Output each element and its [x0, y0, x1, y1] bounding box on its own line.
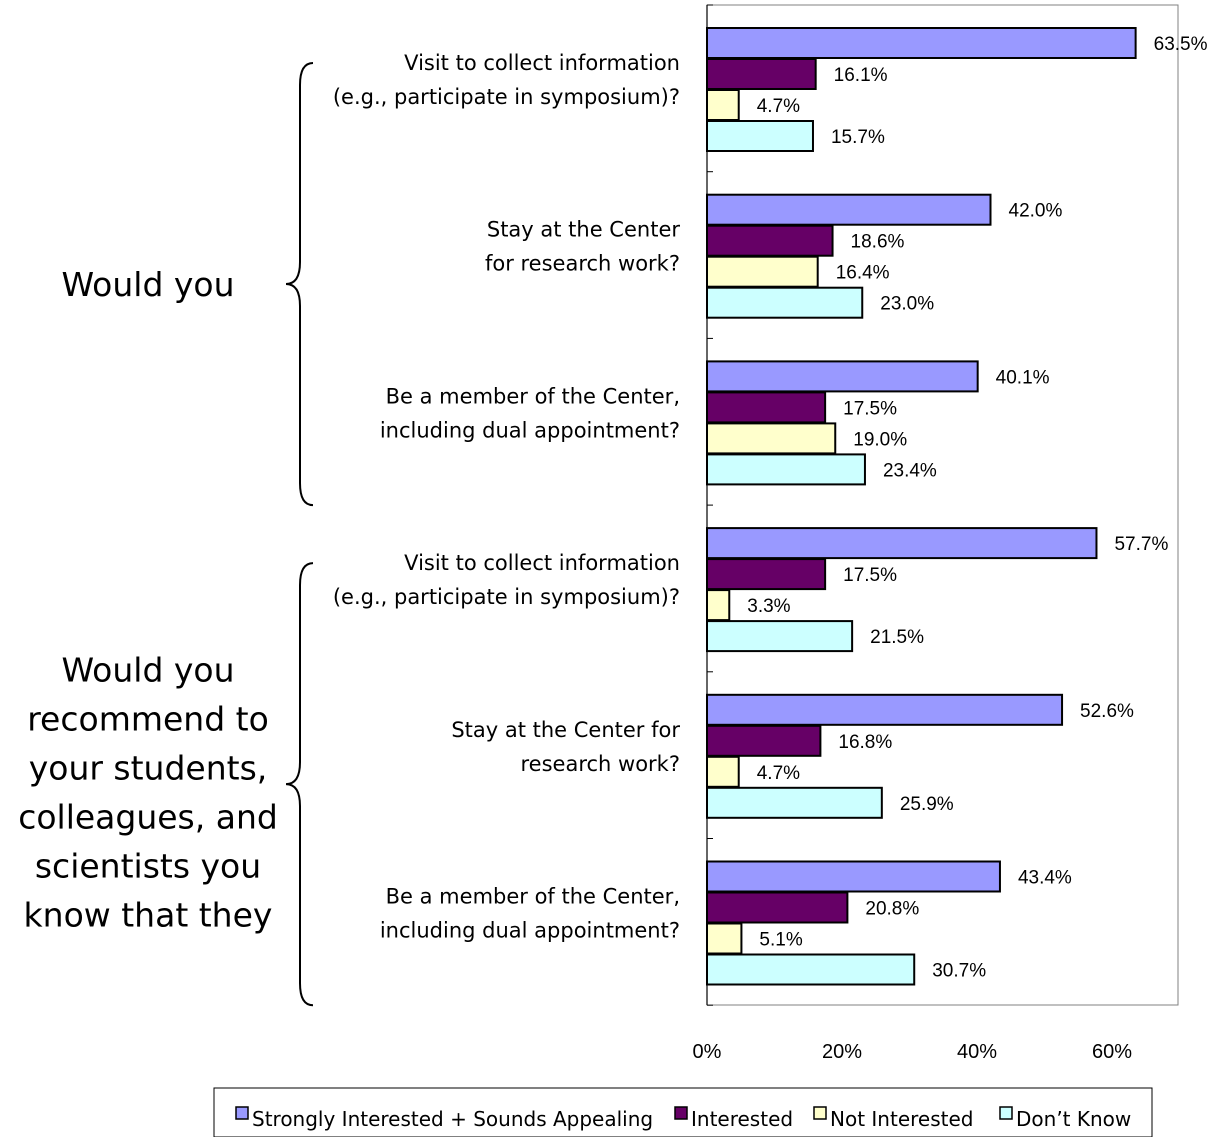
x-tick-label-0: 0% [693, 1041, 722, 1063]
category-label-6: including dual appointment? [380, 919, 680, 943]
plot-area [706, 4, 1179, 1006]
legend-swatch-interested [674, 1106, 688, 1120]
data-label-not-interested-1: 4.7% [757, 96, 800, 117]
category-label-3: including dual appointment? [380, 418, 680, 442]
legend-swatch-not-interested [813, 1106, 827, 1120]
data-label-interested-1: 16.1% [834, 65, 888, 86]
legend-label-don-t-know: Don’t Know [1016, 1107, 1131, 1131]
bar-don-t-know-4 [706, 620, 854, 653]
legend-label-not-interested: Not Interested [830, 1107, 973, 1131]
bars [706, 27, 1137, 986]
data-labels: 63.5% 16.1% 4.7% 15.7% 42.0% 18.6% 16.4% 23.0% 4… [747, 34, 1207, 982]
bar-not-interested-5 [706, 755, 740, 788]
bar-interested-1 [706, 58, 817, 90]
group-labels: Would you Would you recommend to your stude… [18, 265, 278, 935]
bar-strongly-interested-sounds-appealing-5 [706, 693, 1064, 726]
bar-interested-5 [706, 724, 822, 757]
bar-interested-3 [706, 391, 827, 424]
bar-don-t-know-3 [706, 453, 866, 486]
bar-strongly-interested-sounds-appealing-1 [706, 27, 1137, 59]
data-label-strongly-interested-sounds-appealing-5: 52.6% [1080, 701, 1134, 722]
data-label-strongly-interested-sounds-appealing-2: 42.0% [1009, 201, 1063, 222]
data-label-interested-4: 17.5% [843, 565, 897, 586]
data-label-interested-2: 18.6% [851, 232, 905, 253]
group-label-2: scientists you [35, 847, 261, 886]
x-axis-tick-labels: 0% 20% 40% 60% [693, 1041, 1133, 1063]
category-label-4: (e.g., participate in symposium)? [333, 585, 680, 609]
legend-swatch-don-t-know [999, 1106, 1013, 1120]
bar-don-t-know-5 [706, 786, 883, 819]
data-label-strongly-interested-sounds-appealing-4: 57.7% [1114, 534, 1168, 555]
plot-frame [706, 4, 1179, 1006]
group-label-2: your students, [29, 749, 268, 788]
data-label-don-t-know-5: 25.9% [900, 794, 954, 815]
bar-interested-2 [706, 224, 834, 257]
category-label-6: Be a member of the Center, [386, 885, 680, 909]
data-label-interested-3: 17.5% [843, 398, 897, 419]
data-label-don-t-know-3: 23.4% [883, 460, 937, 481]
bar-not-interested-3 [706, 422, 837, 455]
legend-swatch-strongly-interested-sounds-appealing [235, 1106, 249, 1120]
group-braces [285, 62, 314, 1007]
legend-label-interested: Interested [691, 1107, 793, 1131]
category-label-4: Visit to collect information [404, 551, 680, 575]
category-label-5: Stay at the Center for [451, 718, 680, 742]
category-label-3: Be a member of the Center, [386, 384, 680, 408]
bar-don-t-know-6 [706, 953, 916, 986]
data-label-strongly-interested-sounds-appealing-6: 43.4% [1018, 868, 1072, 889]
bar-strongly-interested-sounds-appealing-6 [706, 860, 1001, 893]
data-label-strongly-interested-sounds-appealing-3: 40.1% [996, 367, 1050, 388]
category-label-1: (e.g., participate in symposium)? [333, 85, 680, 109]
category-label-5: research work? [521, 752, 681, 776]
data-label-strongly-interested-sounds-appealing-1: 63.5% [1154, 34, 1208, 55]
data-label-not-interested-4: 3.3% [747, 596, 790, 617]
bar-don-t-know-1 [706, 120, 814, 152]
group-label-2: know that they [24, 896, 273, 935]
category-label-2: Stay at the Center [487, 218, 680, 242]
data-label-not-interested-6: 5.1% [759, 930, 802, 951]
group-label-1: Would you [61, 265, 234, 304]
data-label-don-t-know-6: 30.7% [932, 961, 986, 982]
data-label-interested-6: 20.8% [865, 899, 919, 920]
bar-not-interested-1 [706, 89, 740, 121]
group-label-2: Would you [61, 651, 234, 690]
category-label-1: Visit to collect information [404, 51, 680, 75]
data-label-don-t-know-4: 21.5% [870, 627, 924, 648]
data-label-not-interested-2: 16.4% [836, 263, 890, 284]
bar-interested-6 [706, 891, 849, 924]
x-tick-label-20: 20% [822, 1041, 862, 1063]
bar-don-t-know-2 [706, 286, 864, 319]
group-label-2: recommend to [27, 700, 269, 739]
category-labels: Visit to collect information (e.g., parti… [333, 51, 681, 943]
data-label-interested-5: 16.8% [838, 732, 892, 753]
data-label-don-t-know-2: 23.0% [880, 294, 934, 315]
bar-not-interested-4 [706, 589, 731, 622]
bar-interested-4 [706, 558, 827, 591]
bar-not-interested-2 [706, 255, 819, 288]
group-label-2: colleagues, and [18, 798, 278, 837]
x-tick-label-60: 60% [1092, 1041, 1132, 1063]
bar-strongly-interested-sounds-appealing-3 [706, 360, 979, 393]
data-label-don-t-know-1: 15.7% [831, 127, 885, 148]
bar-not-interested-6 [706, 922, 743, 955]
brace-group-2 [285, 562, 314, 1007]
data-label-not-interested-3: 19.0% [853, 429, 907, 450]
bar-strongly-interested-sounds-appealing-4 [706, 527, 1098, 560]
brace-group-1 [285, 62, 314, 507]
legend-label-strongly-interested-sounds-appealing: Strongly Interested + Sounds Appealing [252, 1107, 653, 1131]
x-tick-label-40: 40% [957, 1041, 997, 1063]
legend: Strongly Interested + Sounds Appealing In… [213, 1087, 1153, 1137]
category-label-2: for research work? [485, 252, 680, 276]
bar-strongly-interested-sounds-appealing-2 [706, 193, 992, 226]
data-label-not-interested-5: 4.7% [757, 763, 800, 784]
